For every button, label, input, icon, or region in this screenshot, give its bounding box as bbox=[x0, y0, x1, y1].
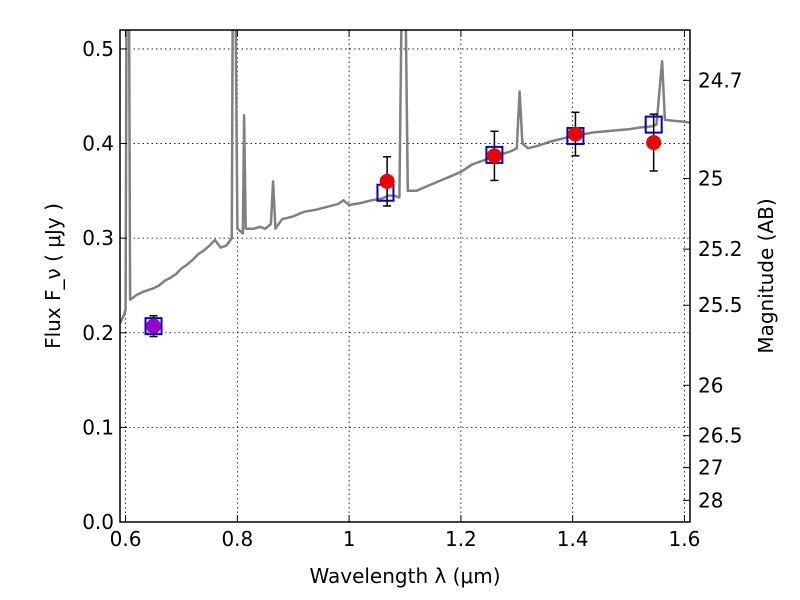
y-tick-label: 0.1 bbox=[82, 415, 114, 439]
y2-tick-label: 24.7 bbox=[698, 68, 743, 92]
y2-tick-label: 25.2 bbox=[698, 237, 743, 261]
y-tick-label: 0.3 bbox=[82, 226, 114, 250]
y-tick-label: 0.5 bbox=[82, 37, 114, 61]
x-tick-label: 1.4 bbox=[557, 527, 589, 551]
axes-frame bbox=[119, 29, 691, 523]
y2-tick-label: 25 bbox=[698, 166, 723, 190]
plot-area bbox=[120, 30, 690, 336]
x-tick-label: 1.2 bbox=[445, 527, 477, 551]
errorbars bbox=[146, 111, 662, 338]
observed-point bbox=[567, 126, 583, 142]
x-tick-label: 1 bbox=[343, 527, 356, 551]
model-spectrum-line bbox=[120, 30, 690, 324]
grid bbox=[120, 30, 690, 523]
observed-point bbox=[646, 135, 662, 151]
y2-axis-label: Magnitude (AB) bbox=[754, 198, 778, 353]
observed-point bbox=[379, 173, 395, 189]
ticks: 0.6 0.8 1 1.2 1.4 1.6 0.0 0.1 0.2 0.3 0.4 0.5 24.7 25… bbox=[82, 30, 743, 551]
y2-tick-label: 25.5 bbox=[698, 293, 743, 317]
y2-tick-label: 26 bbox=[698, 373, 723, 397]
y2-tick-label: 26.5 bbox=[698, 424, 743, 448]
x-tick-label: 1.6 bbox=[669, 527, 701, 551]
x-tick-label: 0.8 bbox=[221, 527, 253, 551]
observed-point bbox=[486, 148, 502, 164]
x-tick-label: 0.6 bbox=[110, 527, 142, 551]
y2-tick-label: 28 bbox=[698, 488, 723, 512]
x-axis-label: Wavelength λ (μm) bbox=[309, 564, 500, 588]
y2-tick-label: 27 bbox=[698, 456, 723, 480]
y-axis-label: Flux F_ν ( μJy ) bbox=[41, 203, 65, 349]
y-tick-label: 0.4 bbox=[82, 132, 114, 156]
y-tick-label: 0.0 bbox=[82, 510, 114, 534]
observed-point bbox=[146, 318, 162, 334]
y-tick-label: 0.2 bbox=[82, 321, 114, 345]
